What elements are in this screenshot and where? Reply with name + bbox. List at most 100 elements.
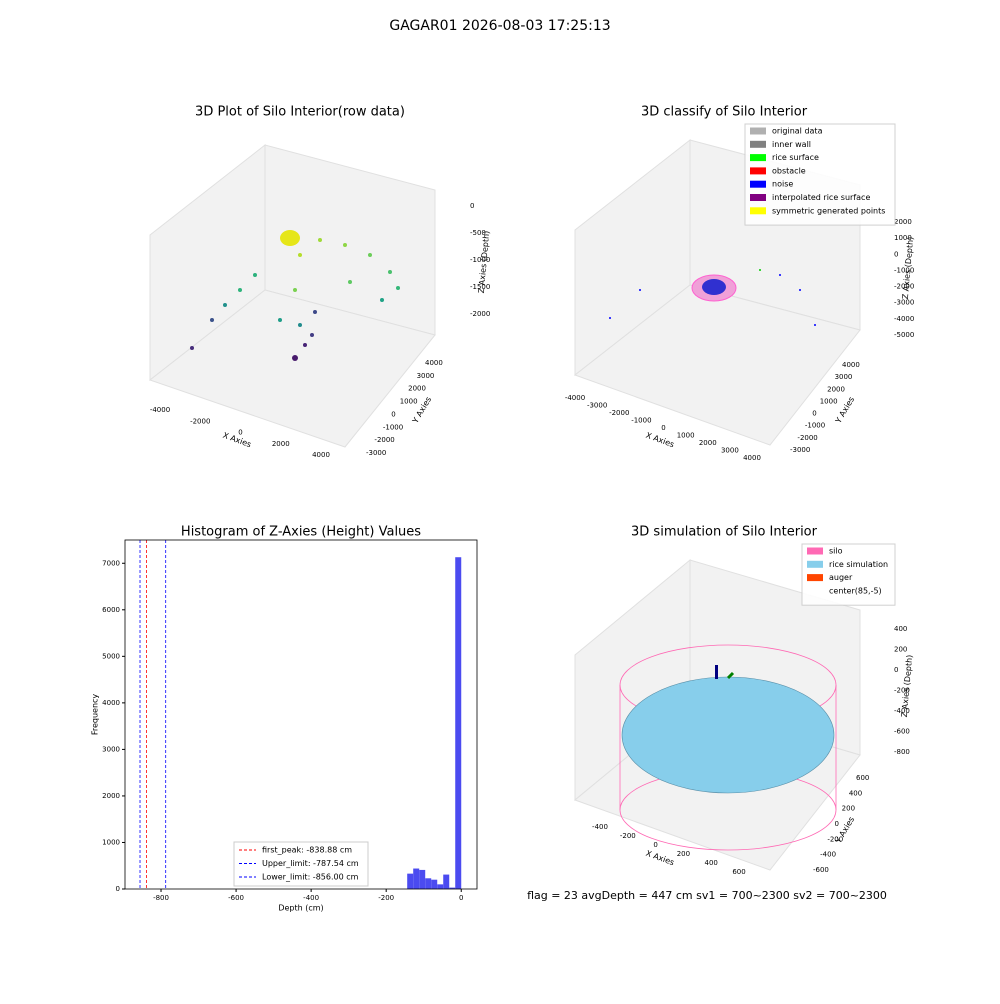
z-tick-label: -400 (894, 707, 910, 715)
scatter-points (190, 230, 400, 361)
y-tick-label: 7000 (102, 559, 120, 567)
x-tick-label: 4000 (743, 454, 761, 462)
y-tick-label: 2000 (827, 385, 845, 393)
x-tick-label: -400 (303, 894, 319, 902)
figure-title: GAGAR01 2026-08-03 17:25:13 (389, 18, 610, 34)
bar (413, 868, 420, 889)
z-tick-label: 1000 (894, 234, 912, 242)
x-tick-label: -4000 (150, 406, 170, 414)
z-tick-label: -4000 (894, 315, 914, 323)
bar (425, 878, 432, 889)
x-tick-label: -600 (228, 894, 244, 902)
y-tick-label: -1000 (805, 422, 825, 430)
legend-label: rice surface (772, 153, 819, 162)
z-tick-label: -1000 (470, 256, 490, 264)
x-tick-label: 3000 (721, 447, 739, 455)
legend-label: obstacle (772, 166, 806, 175)
legend-label: center(85,-5) (829, 586, 882, 595)
x-tick-label: -400 (592, 823, 608, 831)
legend-swatch (807, 587, 823, 595)
legend-box (744, 123, 896, 226)
bar (443, 874, 450, 889)
legend-swatch (750, 154, 766, 162)
z-tick-label: 0 (894, 666, 898, 674)
y-tick-label: 2000 (408, 385, 426, 393)
z-tick-label: -600 (894, 728, 910, 736)
legend-swatch (750, 180, 766, 188)
x-tick-label: -4000 (565, 394, 585, 402)
z-tick-label: -3000 (894, 299, 914, 307)
legend-label: interpolated rice surface (772, 193, 870, 202)
x-tick-label: -2000 (609, 409, 629, 417)
plot-title: 3D simulation of Silo Interior (631, 525, 818, 540)
y-tick-label: 200 (842, 805, 855, 813)
plot-title: Histogram of Z-Axies (Height) Values (181, 525, 421, 540)
legend-label: noise (772, 180, 793, 189)
footer-text: flag = 23 avgDepth = 447 cm sv1 = 700~23… (527, 889, 887, 902)
x-tick-label: 600 (732, 868, 745, 876)
plot-title: 3D classify of Silo Interior (641, 105, 808, 120)
y-tick-label: 2000 (102, 792, 120, 800)
y-tick-label: 0 (391, 410, 395, 418)
y-tick-label: 3000 (102, 745, 120, 753)
z-tick-label: -1000 (894, 266, 914, 274)
axis-label: X Axies (222, 431, 253, 450)
legend-label: Upper_limit: -787.54 cm (262, 859, 359, 868)
axis-pane (148, 289, 436, 448)
x-tick-label: 400 (705, 859, 718, 867)
z-tick-label: -2000 (894, 283, 914, 291)
y-tick-label: -200 (827, 835, 843, 843)
legend-swatch (750, 207, 766, 215)
z-tick-label: -1500 (470, 283, 490, 291)
legend-box (233, 841, 369, 887)
legend-swatch (807, 560, 823, 568)
y-tick-label: 0 (116, 885, 120, 893)
y-tick-label: 600 (856, 774, 869, 782)
legend-swatch (807, 547, 823, 555)
y-tick-label: -2000 (797, 434, 817, 442)
y-tick-label: 400 (849, 789, 862, 797)
x-tick-label: 0 (238, 429, 242, 437)
x-tick-label: 0 (459, 894, 463, 902)
x-tick-label: 2000 (699, 439, 717, 447)
decoration (190, 230, 837, 851)
x-tick-label: 200 (677, 850, 690, 858)
z-tick-label: 0 (894, 250, 898, 258)
x-tick-label: -200 (620, 832, 636, 840)
x-tick-label: 4000 (312, 451, 330, 459)
axis-label: X Axies (645, 849, 676, 868)
x-tick-label: 0 (653, 841, 657, 849)
legend-label: symmetric generated points (772, 206, 885, 215)
x-tick-label: -800 (153, 894, 169, 902)
plot-frame (124, 539, 478, 890)
plot-title: 3D Plot of Silo Interior(row data) (195, 105, 405, 120)
y-tick-label: -600 (813, 866, 829, 874)
bar (431, 879, 438, 889)
legend-label: rice simulation (829, 560, 888, 569)
z-tick-label: 400 (894, 625, 907, 633)
bar (455, 557, 462, 889)
legend-swatch (750, 127, 766, 135)
legend-label: Lower_limit: -856.00 cm (262, 873, 359, 882)
legend-label: inner wall (772, 140, 811, 149)
y-tick-label: 6000 (102, 606, 120, 614)
x-tick-label: -200 (378, 894, 394, 902)
axis-label: Frequency (91, 694, 100, 736)
y-tick-label: 4000 (102, 699, 120, 707)
x-tick-label: 1000 (677, 432, 695, 440)
z-tick-label: -2000 (470, 310, 490, 318)
legend-label: auger (829, 573, 853, 582)
bar (449, 887, 456, 889)
axis-label: Depth (cm) (278, 904, 323, 913)
axis-label: X Axies (645, 431, 676, 450)
legend-swatch (807, 574, 823, 582)
y-tick-label: -3000 (366, 449, 386, 457)
z-tick-label: -5000 (894, 331, 914, 339)
legend-swatch (750, 140, 766, 148)
z-tick-label: 2000 (894, 218, 912, 226)
z-tick-label: 200 (894, 646, 907, 654)
z-tick-label: -200 (894, 687, 910, 695)
axis-label: Z Axies (Depth) (900, 654, 914, 717)
z-tick-label: 0 (470, 202, 474, 210)
